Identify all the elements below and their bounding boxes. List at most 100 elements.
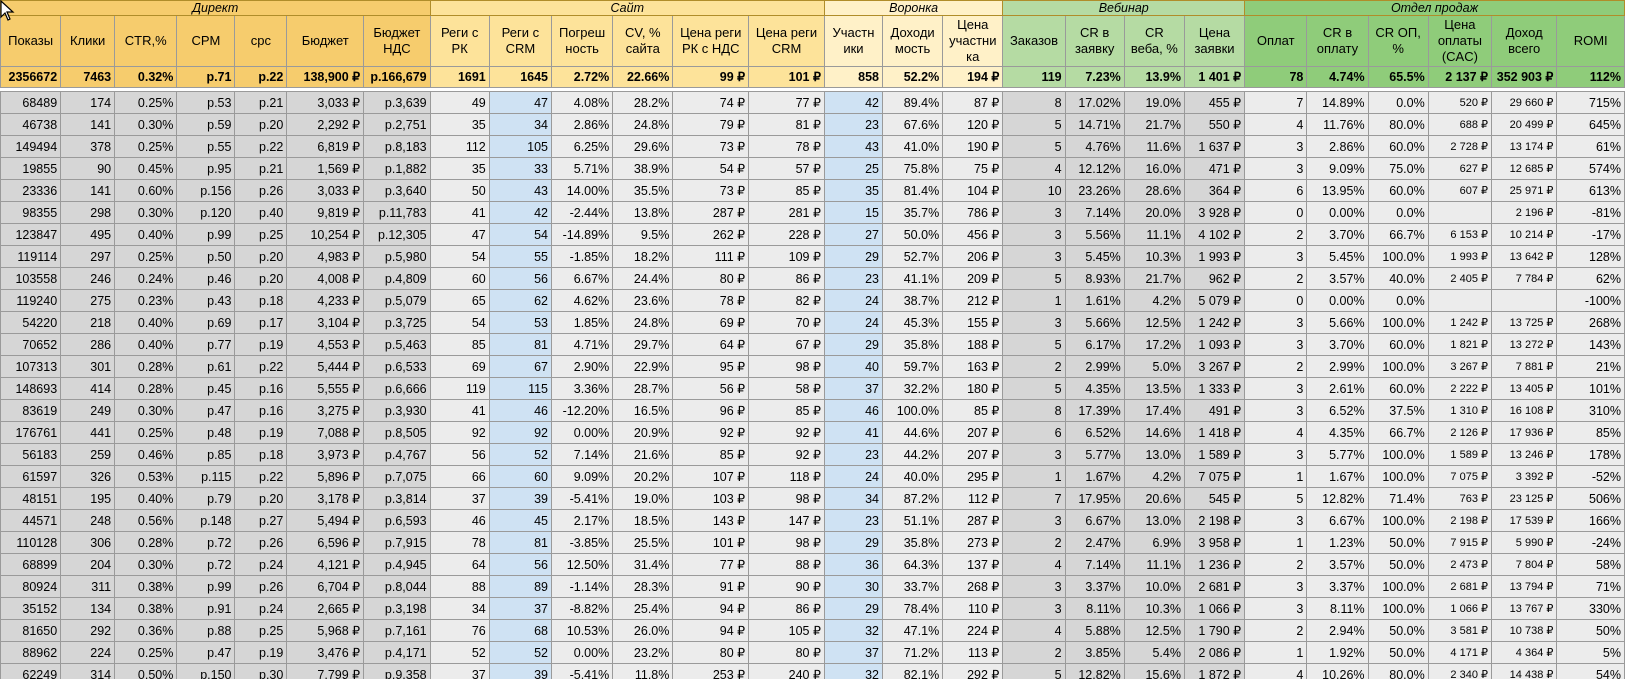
table-cell[interactable]: р.20 — [234, 487, 288, 510]
table-cell[interactable]: 23336 — [0, 179, 62, 202]
table-cell[interactable]: 11.1% — [1123, 553, 1185, 576]
table-cell[interactable]: 176761 — [0, 421, 62, 444]
table-cell[interactable]: 110128 — [0, 531, 62, 554]
table-cell[interactable]: 688 ₽ — [1427, 113, 1493, 136]
table-cell[interactable]: 92 ₽ — [748, 443, 825, 466]
table-cell[interactable]: 28.3% — [612, 575, 674, 598]
table-cell[interactable]: р.8,505 — [363, 421, 431, 444]
table-cell[interactable]: 5 — [1002, 663, 1066, 679]
table-cell[interactable]: 7 881 ₽ — [1491, 355, 1558, 378]
table-cell[interactable]: 3,275 ₽ — [286, 399, 365, 422]
totals-cell[interactable]: 194 ₽ — [942, 66, 1004, 88]
table-cell[interactable]: -100% — [1556, 289, 1625, 312]
table-cell[interactable]: 80 ₽ — [672, 267, 750, 290]
column-header[interactable]: CR веба, % — [1123, 15, 1185, 67]
table-cell[interactable]: 4,983 ₽ — [286, 245, 365, 268]
table-cell[interactable]: 0.40% — [114, 223, 178, 246]
table-cell[interactable]: 47.1% — [882, 619, 944, 642]
table-cell[interactable]: 59.7% — [882, 355, 944, 378]
table-cell[interactable]: 60.0% — [1367, 179, 1429, 202]
table-cell[interactable]: 3 — [1002, 201, 1066, 224]
table-cell[interactable]: 71% — [1556, 575, 1625, 598]
table-cell[interactable]: 7 — [1002, 487, 1066, 510]
table-cell[interactable]: р.5,980 — [363, 245, 431, 268]
table-cell[interactable]: 26.0% — [612, 619, 674, 642]
table-cell[interactable]: р.61 — [176, 355, 236, 378]
table-cell[interactable]: 10.0% — [1123, 575, 1185, 598]
table-cell[interactable]: 18.5% — [612, 509, 674, 532]
table-cell[interactable]: 66.7% — [1367, 421, 1429, 444]
table-cell[interactable]: 0.28% — [114, 377, 178, 400]
table-cell[interactable]: 3.37% — [1064, 575, 1125, 598]
table-cell[interactable]: 7.14% — [550, 443, 614, 466]
table-cell[interactable]: 268 ₽ — [942, 575, 1004, 598]
table-cell[interactable]: 45.3% — [882, 311, 944, 334]
table-cell[interactable]: 4 — [1244, 421, 1308, 444]
table-cell[interactable]: 5.77% — [1306, 443, 1369, 466]
table-cell[interactable]: 100.0% — [882, 399, 944, 422]
table-cell[interactable]: 311 — [60, 575, 116, 598]
table-cell[interactable]: 21% — [1556, 355, 1625, 378]
table-cell[interactable]: р.47 — [176, 641, 236, 664]
table-cell[interactable]: 1.61% — [1064, 289, 1125, 312]
table-cell[interactable]: 2 — [1002, 531, 1066, 554]
table-cell[interactable]: 0.0% — [1367, 91, 1429, 114]
column-header[interactable]: CTR,% — [114, 15, 178, 67]
table-cell[interactable]: 8 — [1002, 399, 1066, 422]
table-cell[interactable]: 109 ₽ — [748, 245, 825, 268]
table-cell[interactable]: 12.82% — [1064, 663, 1125, 679]
table-cell[interactable]: 35152 — [0, 597, 62, 620]
table-cell[interactable]: 3 — [1002, 509, 1066, 532]
table-cell[interactable]: 34 — [823, 487, 884, 510]
table-cell[interactable]: 8 — [1002, 91, 1066, 114]
table-cell[interactable]: 41.1% — [882, 267, 944, 290]
table-cell[interactable]: 2.86% — [1306, 135, 1369, 158]
table-cell[interactable]: 143 ₽ — [672, 509, 750, 532]
table-cell[interactable]: 281 ₽ — [748, 201, 825, 224]
table-cell[interactable]: р.24 — [234, 597, 288, 620]
table-cell[interactable]: 0 — [1244, 289, 1308, 312]
table-cell[interactable]: 19.0% — [612, 487, 674, 510]
table-cell[interactable]: р.4,767 — [363, 443, 431, 466]
table-cell[interactable]: 3,033 ₽ — [286, 91, 365, 114]
table-cell[interactable]: 35.8% — [882, 531, 944, 554]
table-cell[interactable]: 286 — [60, 333, 116, 356]
table-cell[interactable]: 9,819 ₽ — [286, 201, 365, 224]
table-cell[interactable]: 613% — [1556, 179, 1625, 202]
table-cell[interactable]: 295 ₽ — [942, 465, 1004, 488]
table-cell[interactable]: р.22 — [234, 355, 288, 378]
table-cell[interactable]: 32 — [823, 663, 884, 679]
table-cell[interactable]: р.59 — [176, 113, 236, 136]
table-cell[interactable]: 35.7% — [882, 201, 944, 224]
totals-cell[interactable]: 2 137 ₽ — [1427, 66, 1493, 88]
table-cell[interactable]: 297 — [60, 245, 116, 268]
table-cell[interactable]: -1.14% — [550, 575, 614, 598]
table-cell[interactable]: 1.67% — [1064, 465, 1125, 488]
table-cell[interactable]: 2 — [1244, 267, 1308, 290]
table-cell[interactable]: 39 — [488, 487, 553, 510]
table-cell[interactable]: 79 ₽ — [672, 113, 750, 136]
table-cell[interactable]: 8.93% — [1064, 267, 1125, 290]
table-cell[interactable]: 91 ₽ — [672, 575, 750, 598]
table-cell[interactable]: 42 — [488, 201, 553, 224]
table-cell[interactable]: 3.85% — [1064, 641, 1125, 664]
table-cell[interactable]: 5 079 ₽ — [1183, 289, 1246, 312]
table-cell[interactable]: 4,233 ₽ — [286, 289, 365, 312]
table-cell[interactable]: 7 075 ₽ — [1183, 465, 1246, 488]
table-cell[interactable]: 34 — [429, 597, 490, 620]
table-cell[interactable]: 7 075 ₽ — [1427, 465, 1493, 488]
table-cell[interactable]: 10.3% — [1123, 245, 1185, 268]
table-cell[interactable]: 113 ₽ — [942, 641, 1004, 664]
table-cell[interactable]: 50 — [429, 179, 490, 202]
table-cell[interactable]: 29 — [823, 597, 884, 620]
table-cell[interactable]: 50.0% — [1367, 553, 1429, 576]
table-cell[interactable]: р.1,882 — [363, 157, 431, 180]
table-cell[interactable]: -2.44% — [550, 201, 614, 224]
table-cell[interactable]: 3.57% — [1306, 553, 1369, 576]
table-cell[interactable]: 20.9% — [612, 421, 674, 444]
table-cell[interactable]: 18.2% — [612, 245, 674, 268]
table-cell[interactable]: 1 242 ₽ — [1183, 311, 1246, 334]
table-cell[interactable]: 506% — [1556, 487, 1625, 510]
table-cell[interactable]: 92 ₽ — [672, 421, 750, 444]
table-cell[interactable]: 2 198 ₽ — [1183, 509, 1246, 532]
